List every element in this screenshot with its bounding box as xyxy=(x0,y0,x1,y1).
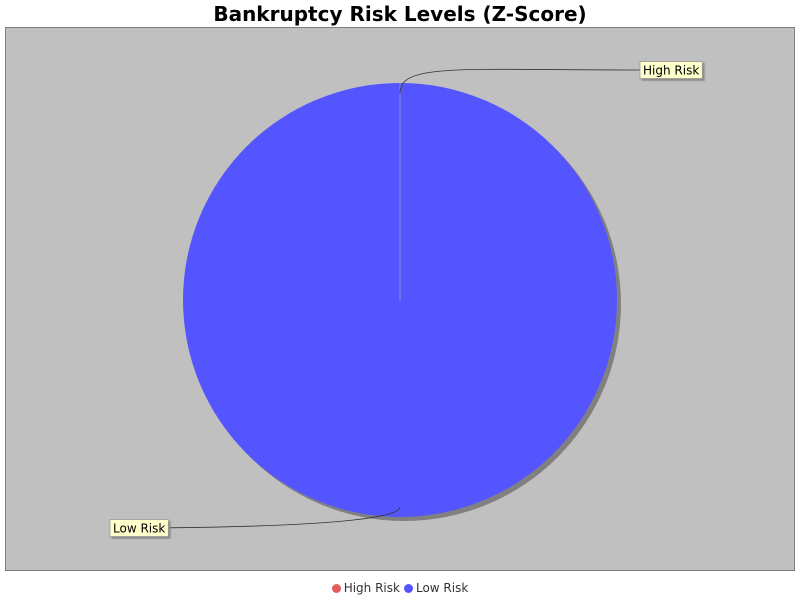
legend-item-low-risk: Low Risk xyxy=(403,580,469,596)
legend-label-high-risk: High Risk xyxy=(343,581,400,595)
slice-label-high-risk: High Risk xyxy=(643,64,699,78)
slice-label-box-high-risk xyxy=(639,61,703,79)
legend-swatch-high-risk xyxy=(331,583,341,593)
legend-label-low-risk: Low Risk xyxy=(415,581,469,595)
legend-swatch-low-risk xyxy=(403,583,413,593)
chart-title: Bankruptcy Risk Levels (Z-Score) xyxy=(213,2,587,26)
leader-line-low-risk xyxy=(109,506,401,529)
leader-line-high-risk xyxy=(399,68,641,94)
legend: High Risk Low Risk xyxy=(0,580,800,596)
slice-label-low-risk: Low Risk xyxy=(113,522,165,536)
legend-item-high-risk: High Risk xyxy=(331,580,400,596)
slice-label-box-low-risk xyxy=(109,519,169,537)
